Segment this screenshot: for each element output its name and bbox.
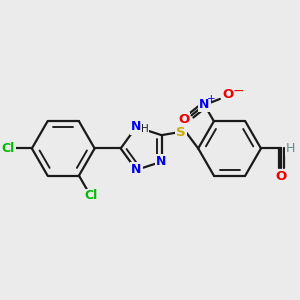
- Text: O: O: [178, 113, 190, 126]
- Text: N: N: [131, 164, 142, 176]
- Text: Cl: Cl: [84, 190, 97, 202]
- Text: −: −: [232, 84, 244, 98]
- Text: Cl: Cl: [2, 142, 15, 155]
- Text: O: O: [276, 170, 287, 183]
- Text: O: O: [222, 88, 234, 101]
- Text: H: H: [286, 142, 295, 155]
- Text: H: H: [141, 124, 149, 134]
- Text: N: N: [199, 98, 210, 111]
- Text: +: +: [207, 94, 215, 104]
- Text: N: N: [156, 155, 167, 168]
- Text: S: S: [176, 126, 186, 139]
- Text: N: N: [131, 120, 142, 134]
